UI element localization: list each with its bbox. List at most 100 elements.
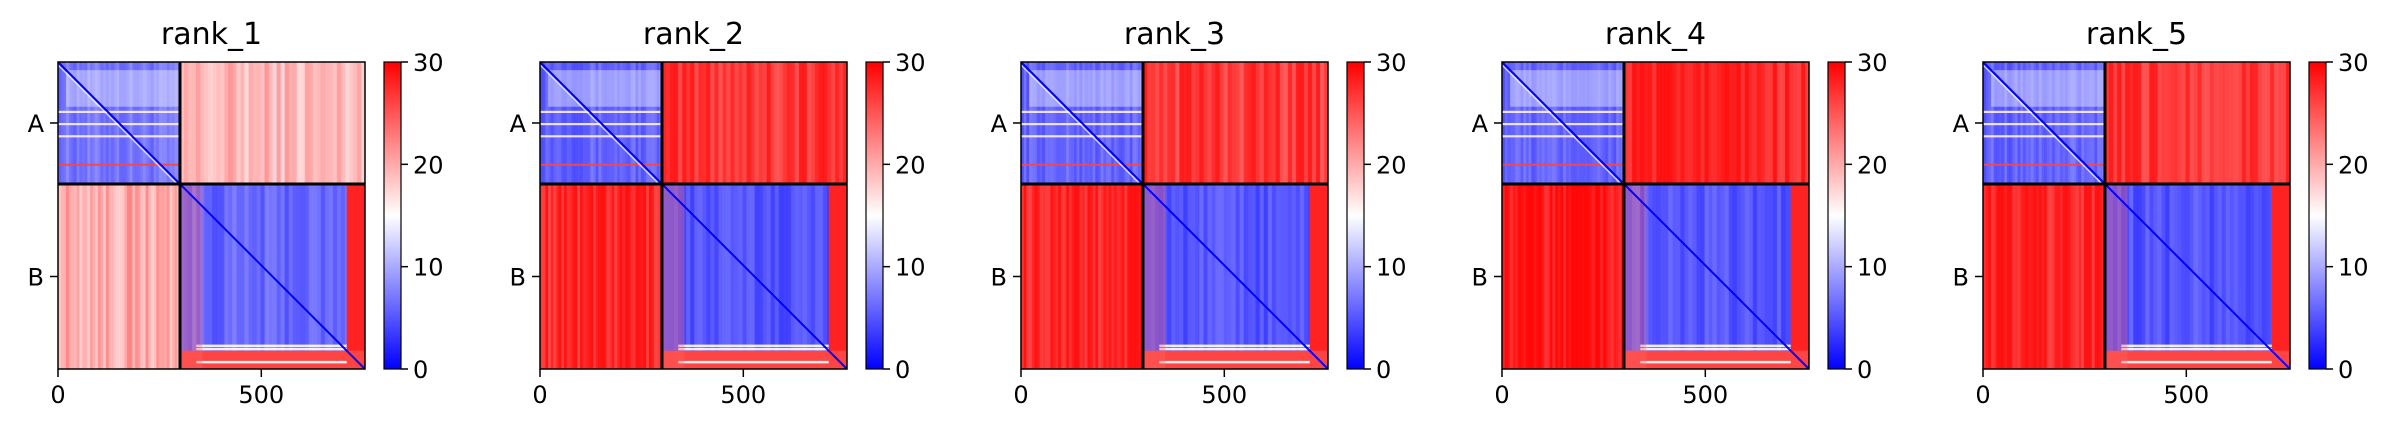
- colorbar-tick-label: 30: [1376, 49, 1407, 77]
- texture-stripe: [2051, 183, 2056, 369]
- texture-stripe: [794, 62, 800, 184]
- texture-stripe: [702, 183, 707, 369]
- y-tick-label: A: [510, 110, 527, 138]
- texture-stripe: [116, 183, 120, 369]
- texture-stripe: [1584, 183, 1588, 369]
- texture-stripe: [1664, 183, 1669, 369]
- texture-stripe: [2104, 183, 2110, 369]
- texture-stripe: [1528, 183, 1532, 369]
- texture-stripe: [1704, 62, 1709, 184]
- texture-stripe: [1291, 62, 1297, 184]
- y-tick-label: A: [1953, 110, 1970, 138]
- texture-stripe: [1613, 183, 1617, 369]
- texture-stripe: [280, 183, 286, 369]
- texture-stripe: [1081, 183, 1086, 369]
- texture-stripe: [204, 62, 209, 184]
- texture-stripe: [2177, 62, 2182, 184]
- texture-stripe: [730, 183, 735, 369]
- texture-stripe: [1652, 62, 1657, 184]
- texture-stripe: [1171, 62, 1176, 184]
- texture-stripe: [2020, 183, 2024, 369]
- colorbar-gradient: [865, 61, 884, 370]
- texture-stripe: [1736, 62, 1742, 184]
- panel-title: rank_1: [161, 17, 262, 52]
- texture-stripe: [1760, 62, 1766, 184]
- texture-stripe: [73, 183, 78, 369]
- chain-a-band: [1983, 110, 2105, 113]
- texture-stripe: [300, 183, 306, 369]
- texture-stripe: [2009, 183, 2013, 369]
- texture-stripe: [1756, 62, 1762, 184]
- texture-stripe: [670, 183, 675, 369]
- texture-stripe: [1187, 62, 1192, 184]
- texture-stripe: [566, 183, 570, 369]
- texture-stripe: [1132, 183, 1136, 369]
- chain-b-terminal-row: [179, 350, 365, 369]
- texture-stripe: [105, 183, 109, 369]
- x-tick-label: 500: [1201, 381, 1247, 409]
- texture-stripe: [113, 183, 117, 369]
- diagonal-highlight: [1501, 64, 1622, 185]
- chain-b-band: [196, 344, 347, 348]
- y-tick-label: B: [1953, 263, 1969, 291]
- texture-stripe: [585, 183, 589, 369]
- texture-stripe: [308, 62, 314, 184]
- texture-stripe: [1295, 183, 1301, 369]
- x-tick-label: 500: [1682, 381, 1728, 409]
- texture-stripe: [2197, 183, 2203, 369]
- texture-stripe: [308, 183, 314, 369]
- texture-stripe: [2169, 62, 2174, 184]
- texture-stripe: [1183, 62, 1188, 184]
- texture-stripe: [1983, 183, 1987, 369]
- texture-stripe: [1023, 183, 1027, 369]
- chain-b-band: [1159, 344, 1310, 348]
- texture-stripe: [1544, 183, 1548, 369]
- texture-stripe: [276, 62, 282, 184]
- texture-stripe: [1127, 183, 1131, 369]
- texture-stripe: [1515, 183, 1519, 369]
- texture-stripe: [232, 183, 237, 369]
- texture-stripe: [1039, 183, 1043, 369]
- texture-stripe: [276, 183, 282, 369]
- texture-stripe: [166, 183, 170, 369]
- chain-b-band: [1640, 344, 1791, 348]
- texture-stripe: [228, 183, 233, 369]
- texture-stripe: [706, 183, 711, 369]
- y-tick-label: A: [28, 110, 45, 138]
- texture-stripe: [156, 183, 160, 369]
- texture-stripe: [2062, 183, 2066, 369]
- texture-stripe: [2237, 183, 2243, 369]
- texture-stripe: [1520, 183, 1524, 369]
- texture-stripe: [89, 183, 93, 369]
- texture-stripe: [2265, 62, 2271, 184]
- texture-stripe: [540, 183, 544, 369]
- texture-stripe: [794, 183, 800, 369]
- diagonal-highlight: [1020, 64, 1141, 185]
- texture-stripe: [2217, 183, 2223, 369]
- chain-a-band: [1502, 110, 1624, 113]
- texture-stripe: [2249, 62, 2255, 184]
- texture-stripe: [1279, 62, 1285, 184]
- texture-stripe: [1055, 183, 1059, 369]
- texture-stripe: [1768, 183, 1774, 369]
- texture-stripe: [630, 183, 634, 369]
- texture-stripe: [264, 183, 269, 369]
- texture-stripe: [2201, 183, 2207, 369]
- texture-stripe: [65, 183, 70, 369]
- texture-stripe: [1744, 62, 1750, 184]
- texture-stripe: [121, 183, 125, 369]
- texture-stripe: [674, 62, 679, 184]
- y-tick-label: A: [991, 110, 1008, 138]
- texture-stripe: [2273, 62, 2279, 184]
- texture-stripe: [352, 62, 358, 184]
- x-tick-label: 500: [238, 381, 284, 409]
- colorbar: 0 10 20 30: [865, 49, 926, 384]
- texture-stripe: [1315, 62, 1321, 184]
- texture-stripe: [161, 183, 165, 369]
- texture-stripe: [608, 183, 613, 369]
- texture-stripe: [1724, 62, 1730, 184]
- texture-stripe: [1195, 183, 1200, 369]
- panel-title: rank_5: [2086, 17, 2187, 52]
- texture-stripe: [1541, 183, 1545, 369]
- texture-stripe: [1700, 62, 1705, 184]
